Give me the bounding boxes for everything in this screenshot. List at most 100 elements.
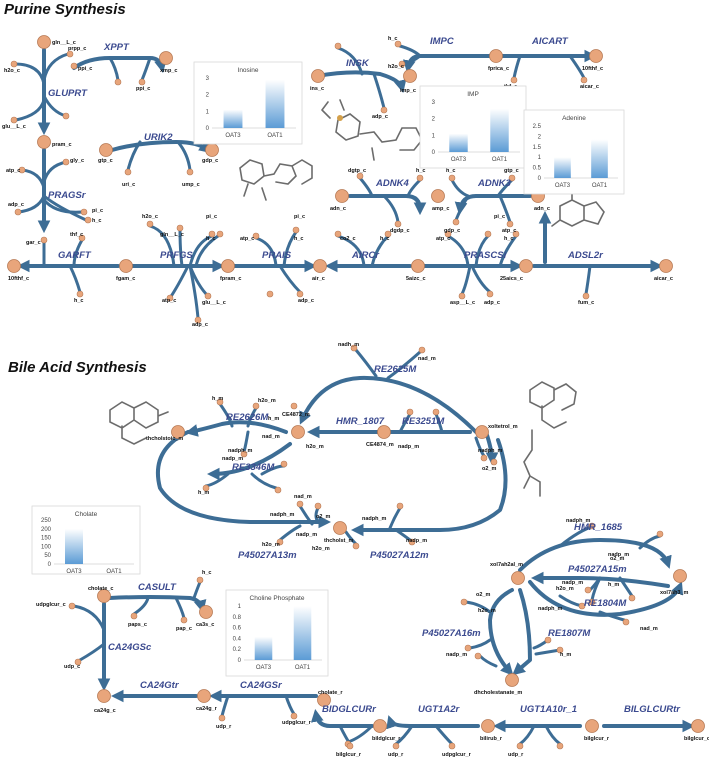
svg-text:nadph_m: nadph_m xyxy=(538,606,563,612)
y-tick-label: 2.5 xyxy=(533,124,542,130)
purine-section-title: Purine Synthesis xyxy=(4,1,126,18)
svg-text:udpglcur_r: udpglcur_r xyxy=(282,720,312,726)
svg-text:25aics_c: 25aics_c xyxy=(500,276,523,282)
svg-text:gtp_c: gtp_c xyxy=(504,168,519,174)
y-tick-label: 250 xyxy=(41,518,52,524)
bar-oat1 xyxy=(265,79,285,128)
y-tick-label: 0 xyxy=(206,126,210,132)
bar-oat1 xyxy=(490,108,509,152)
svg-text:dhcholestanate_m: dhcholestanate_m xyxy=(474,690,522,696)
node-aicar xyxy=(659,259,673,273)
x-tick-label: OAT3 xyxy=(256,665,272,671)
rxn-re1807m: RE1807M xyxy=(548,628,591,639)
y-tick-label: 3 xyxy=(432,100,436,106)
rxn-re3346m: RE3346M xyxy=(232,462,275,473)
svg-text:o2_m: o2_m xyxy=(482,466,496,472)
node-ca3s xyxy=(199,605,213,619)
svg-text:h2o_m: h2o_m xyxy=(306,444,324,450)
svg-text:nadp_m: nadp_m xyxy=(562,580,583,586)
svg-text:air_c: air_c xyxy=(312,276,325,282)
svg-text:h_c: h_c xyxy=(446,168,455,174)
imp-chart: IMP 0 1 2 3 OAT3 OAT1 xyxy=(419,85,527,169)
node-ce4874 xyxy=(377,425,391,439)
rxn-adnk3: ADNK3 xyxy=(477,178,511,189)
svg-text:nadph_m: nadph_m xyxy=(362,516,387,522)
node-ca24g-r xyxy=(197,689,211,703)
svg-text:pi_c: pi_c xyxy=(92,208,103,214)
svg-text:fgam_c: fgam_c xyxy=(116,276,135,282)
bar-oat3 xyxy=(65,528,83,564)
rxn-ca24gsc: CA24GSc xyxy=(108,642,152,653)
bar-oat3 xyxy=(254,636,273,660)
chart-title: Adenine xyxy=(562,115,586,122)
svg-text:ppi_c: ppi_c xyxy=(78,66,92,72)
node-fpram xyxy=(221,259,235,273)
svg-text:udp_r: udp_r xyxy=(216,724,232,730)
node-bilirub xyxy=(481,719,495,733)
node-10fthf-2 xyxy=(589,49,603,63)
svg-text:atp_c: atp_c xyxy=(240,236,254,242)
adenine-chart: Adenine 0 0.5 1 1.5 2 2.5 OAT3 OAT1 xyxy=(523,109,625,195)
svg-text:udp_r: udp_r xyxy=(508,752,524,758)
svg-text:pi_c: pi_c xyxy=(206,214,217,220)
node-adn xyxy=(335,189,349,203)
x-tick-label: OAT3 xyxy=(66,569,82,575)
y-tick-label: 150 xyxy=(41,536,52,542)
node-dhcholestanate xyxy=(505,673,519,687)
node-air xyxy=(313,259,327,273)
svg-text:xoltetrol_m: xoltetrol_m xyxy=(488,424,518,430)
svg-text:ca24g_r: ca24g_r xyxy=(196,706,218,712)
svg-text:ca24g_c: ca24g_c xyxy=(94,708,116,714)
svg-text:ca3s_c: ca3s_c xyxy=(196,622,214,628)
rxn-xppt: XPPT xyxy=(103,42,130,53)
molecule-structure-imp xyxy=(321,99,423,161)
svg-text:xmp_c: xmp_c xyxy=(160,68,177,74)
svg-text:h_c: h_c xyxy=(92,218,101,224)
svg-text:fum_c: fum_c xyxy=(578,300,594,306)
svg-text:o2_m: o2_m xyxy=(610,556,624,562)
node-bildglcur xyxy=(373,719,387,733)
x-tick-label: OAT3 xyxy=(555,183,571,189)
y-tick-label: 1 xyxy=(206,109,210,115)
node-amp xyxy=(431,189,445,203)
rxn-bilglcurtr: BILGLCURtr xyxy=(624,704,681,715)
rxn-re2625m: RE2625M xyxy=(374,364,417,375)
node-ca24g-c xyxy=(97,689,111,703)
svg-text:h2o_m: h2o_m xyxy=(556,586,574,592)
y-tick-label: 0 xyxy=(432,150,436,156)
rxn-hmr1807: HMR_1807 xyxy=(336,416,385,427)
svg-text:ins_c: ins_c xyxy=(310,86,324,92)
svg-text:gln__L_c: gln__L_c xyxy=(52,40,76,46)
node-25aics xyxy=(519,259,533,273)
svg-text:udpglcur_r: udpglcur_r xyxy=(442,752,472,758)
y-tick-label: 2 xyxy=(538,134,542,140)
rxn-p45027a16m: P45027A16m xyxy=(422,628,481,639)
rxn-garft: GARFT xyxy=(58,250,92,261)
rxn-adnk4: ADNK4 xyxy=(375,178,409,189)
node-gtp xyxy=(99,143,113,157)
svg-text:glu__L_c: glu__L_c xyxy=(2,124,26,130)
rxn-bidglcurr: BIDGLCURr xyxy=(322,704,377,715)
svg-text:dgtp_c: dgtp_c xyxy=(348,168,366,174)
node-gdp xyxy=(205,143,219,157)
svg-text:dgdp_c: dgdp_c xyxy=(390,228,410,234)
y-tick-label: 0.6 xyxy=(233,626,242,632)
rxn-re3251m: RE3251M xyxy=(402,416,445,427)
svg-text:adp_c: adp_c xyxy=(298,298,314,304)
svg-text:udp_r: udp_r xyxy=(388,752,404,758)
rxn-ugt1a10r1: UGT1A10r_1 xyxy=(520,704,577,715)
x-tick-label: OAT1 xyxy=(267,133,283,139)
svg-text:CE4872_m: CE4872_m xyxy=(282,412,310,418)
svg-text:adn_c: adn_c xyxy=(330,206,346,212)
svg-text:h_m: h_m xyxy=(268,416,279,422)
y-tick-label: 0.2 xyxy=(233,647,242,653)
choline-phosphate-chart: Choline Phosphate 0 0.2 0.4 0.6 0.8 1 OAT3 OAT1 xyxy=(225,589,329,677)
node-cholate-c xyxy=(97,589,111,603)
svg-text:h_c: h_c xyxy=(74,298,83,304)
rxn-p45027a15m: P45027A15m xyxy=(568,564,627,575)
svg-text:h_c: h_c xyxy=(416,168,425,174)
svg-text:asp__L_c: asp__L_c xyxy=(450,300,475,306)
svg-text:h_m: h_m xyxy=(212,396,223,402)
svg-text:nadp_m: nadp_m xyxy=(296,532,317,538)
svg-text:h2o_m: h2o_m xyxy=(258,398,276,404)
